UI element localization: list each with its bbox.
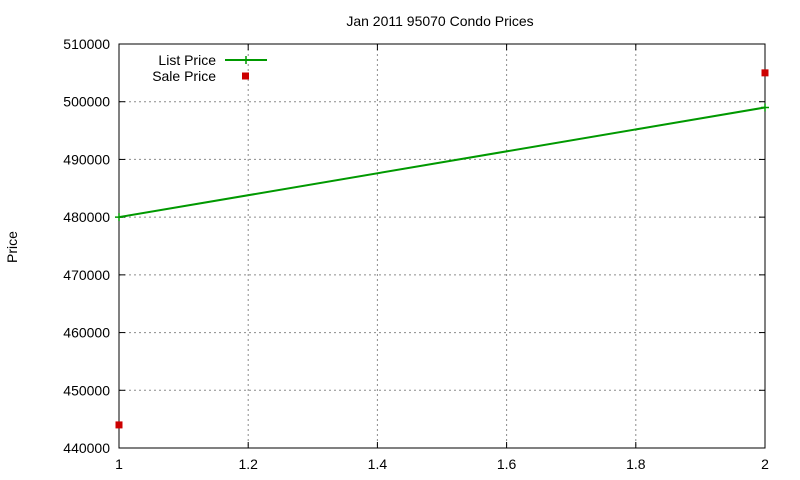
y-tick-label: 510000: [63, 36, 110, 52]
y-tick-label: 470000: [63, 267, 110, 283]
sale-price-point: [115, 421, 123, 429]
x-tick-label: 2: [761, 456, 769, 472]
legend-list-price-marker: [242, 56, 250, 64]
list-price-point: [115, 213, 123, 222]
x-tick-label: 1.6: [497, 456, 517, 472]
x-tick-label: 1.8: [626, 456, 646, 472]
y-tick-label: 440000: [63, 440, 110, 456]
series-layer: [115, 69, 769, 429]
legend-label: Sale Price: [152, 68, 216, 84]
x-tick-label: 1: [115, 456, 123, 472]
y-tick-label: 450000: [63, 382, 110, 398]
list-price-line: [118, 106, 766, 219]
plot-border: [118, 43, 766, 449]
grid-lines: [119, 44, 765, 448]
legend-label: List Price: [158, 52, 216, 68]
chart-title: Jan 2011 95070 Condo Prices: [346, 13, 533, 29]
x-tick-label: 1.2: [238, 456, 258, 472]
sale-price-point: [761, 69, 769, 77]
x-tick-label: 1.4: [368, 456, 388, 472]
y-tick-label: 500000: [63, 94, 110, 110]
y-tick-label: 480000: [63, 209, 110, 225]
axes: 1 1.2 1.4 1.6 1.8 2 440000 450000 460000 470000 48…: [63, 36, 769, 472]
legend-sale-price-marker: [242, 72, 249, 80]
list-price-point: [761, 103, 769, 112]
y-axis-label: Price: [4, 231, 20, 263]
y-tick-label: 490000: [63, 151, 110, 167]
y-tick-label: 460000: [63, 325, 110, 341]
